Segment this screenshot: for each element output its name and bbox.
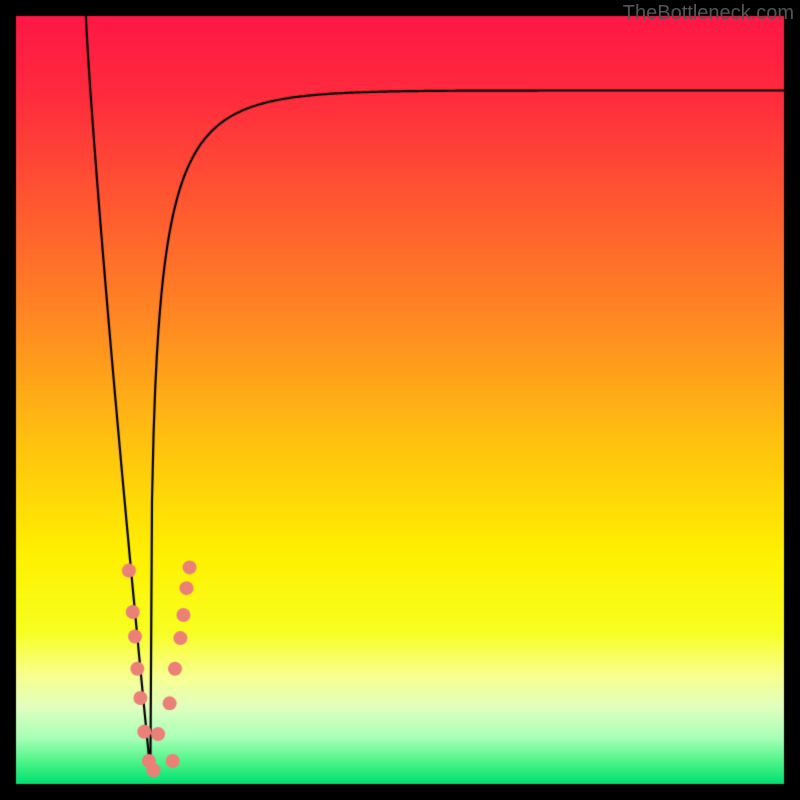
watermark-text: TheBottleneck.com — [623, 2, 794, 25]
bottleneck-chart — [0, 0, 800, 800]
